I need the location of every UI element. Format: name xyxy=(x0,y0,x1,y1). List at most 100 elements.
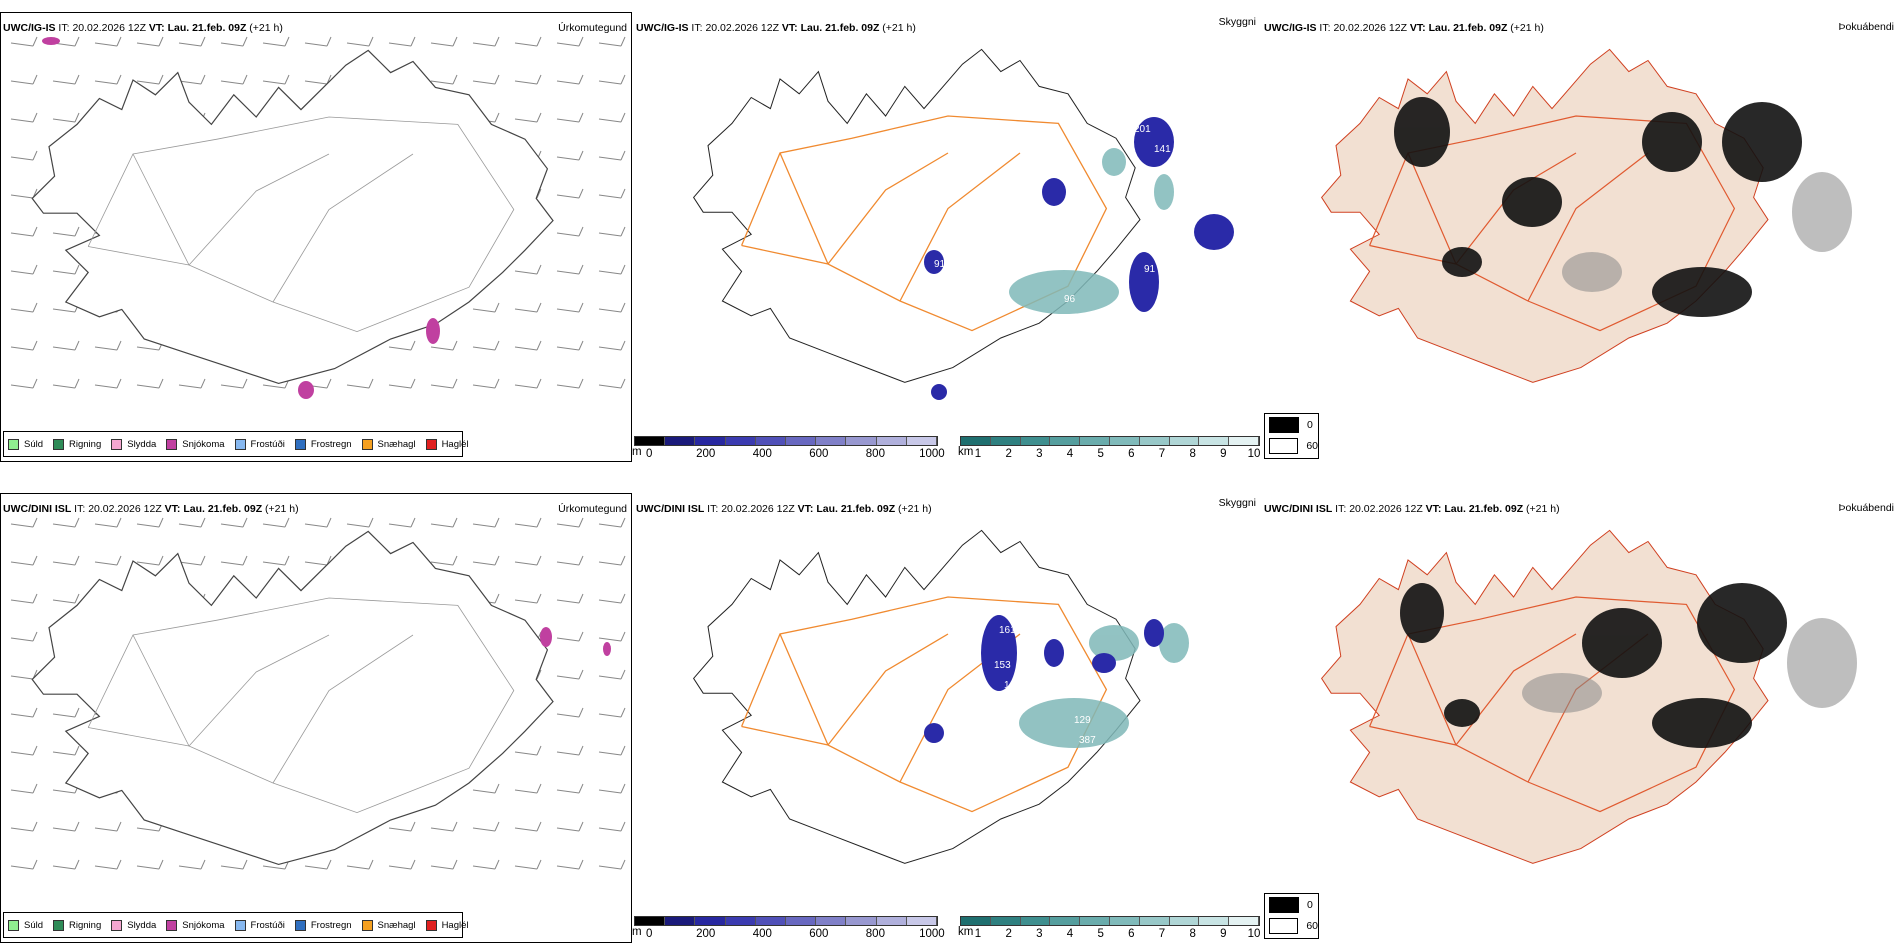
wind-barb xyxy=(472,821,500,832)
colorbar-segment xyxy=(665,917,696,925)
ceiling-value-label: 161 xyxy=(1004,680,1021,691)
it-label: IT: xyxy=(74,503,86,515)
wind-barb xyxy=(472,302,500,313)
legend-label: Snæhagl xyxy=(377,438,416,450)
colorbar-segment xyxy=(990,917,1021,925)
legend-label: Frostúði xyxy=(250,438,285,450)
wind-barb xyxy=(514,555,542,566)
cloud-legend-swatch xyxy=(1269,917,1299,934)
legend-item: Frostregn xyxy=(294,919,352,931)
wind-barb xyxy=(136,517,164,528)
wind-barb xyxy=(514,783,542,794)
wind-barb xyxy=(52,340,80,351)
colorbar-tick: 6 xyxy=(1128,448,1135,460)
wind-barb xyxy=(304,74,332,85)
colorbar-tick: 7 xyxy=(1158,928,1166,940)
wind-barb xyxy=(430,74,458,85)
panel-title: Þokuábendi xyxy=(1838,502,1894,514)
wind-barb xyxy=(514,593,542,604)
legend-item: Slydda xyxy=(111,919,156,931)
colorbar-tick: 4 xyxy=(1066,928,1074,940)
cloud-legend-row: 60 xyxy=(1265,435,1318,456)
panel-header: UWC/DINI ISL IT: 20.02.2026 12Z VT: Lau.… xyxy=(3,503,299,515)
wind-barb xyxy=(262,74,290,85)
wind-barb xyxy=(472,783,500,794)
colorbar-segment xyxy=(1109,917,1140,925)
colorbar-tick: 2 xyxy=(1005,448,1012,460)
colorbar-tick: 8 xyxy=(1189,448,1196,460)
colorbar-segment xyxy=(725,437,756,445)
legend-label: Snjókoma xyxy=(182,438,225,450)
ceiling-colorbar-1: 0 200 400 600 800 1000 m xyxy=(632,436,945,462)
iceland-map-precip-2 xyxy=(10,517,626,870)
colorbar-segment xyxy=(876,917,907,925)
colorbar-segment xyxy=(665,437,696,445)
visibility-panel-1: 201 141 91 96 100 91 UWC/IG-IS IT: 20.02.2026… xyxy=(634,12,1260,462)
wind-barb xyxy=(598,783,626,794)
wind-barb xyxy=(52,859,80,870)
vt-value: Lau. 21.feb. 09Z xyxy=(183,503,263,515)
wind-barb xyxy=(388,378,416,389)
vt-label: VT: xyxy=(148,22,165,34)
wind-barb xyxy=(556,340,584,351)
wind-barb xyxy=(556,378,584,389)
model-name: UWC/IG-IS xyxy=(3,22,56,34)
wind-barb xyxy=(10,593,38,604)
wind-barb xyxy=(346,517,374,528)
cloud-indicator-panel-2: UWC/DINI ISL IT: 20.02.2026 12Z VT: Lau.… xyxy=(1262,493,1900,943)
panel-header: UWC/IG-IS IT: 20.02.2026 12Z VT: Lau. 21… xyxy=(636,22,916,34)
wind-barb xyxy=(136,555,164,566)
wind-barb xyxy=(598,264,626,275)
cloud-legend-1: 0 60 xyxy=(1264,413,1319,459)
wind-barb xyxy=(556,302,584,313)
it-value: 20.02.2026 12Z xyxy=(705,22,779,34)
it-label: IT: xyxy=(691,22,703,34)
lead-time: (+21 h) xyxy=(882,22,916,34)
wind-barb xyxy=(346,36,374,47)
wind-barb xyxy=(598,302,626,313)
colorbar-segment xyxy=(846,917,877,925)
wind-barb xyxy=(598,188,626,199)
colorbar-segment xyxy=(1229,437,1259,445)
wind-barb xyxy=(388,859,416,870)
vt-label: VT: xyxy=(1425,503,1442,515)
ceiling-value-label: 96 xyxy=(1064,294,1076,305)
legend-swatch xyxy=(425,919,437,931)
wind-barb xyxy=(388,36,416,47)
wind-barb xyxy=(10,707,38,718)
colorbar-segment xyxy=(1080,437,1110,445)
colorbar-tick: 200 xyxy=(696,928,716,940)
wind-barb xyxy=(514,112,542,123)
colorbar-tick: 200 xyxy=(696,448,716,460)
ceiling-value-label: 161 xyxy=(999,625,1016,636)
snow-area xyxy=(603,642,611,656)
colorbar-tick: 3 xyxy=(1036,928,1043,940)
colorbar-tick: 2 xyxy=(1005,928,1012,940)
model-name: UWC/IG-IS xyxy=(1264,22,1317,34)
wind-barb xyxy=(52,112,80,123)
vt-label: VT: xyxy=(164,503,181,515)
colorbar-segment xyxy=(1020,917,1051,925)
legend-swatch xyxy=(166,438,178,450)
vt-value: Lau. 21.feb. 09Z xyxy=(1428,22,1508,34)
wind-barb xyxy=(304,859,332,870)
wind-barb xyxy=(430,340,458,351)
wind-barb xyxy=(10,74,38,85)
wind-barb xyxy=(10,264,38,275)
legend-label: Haglél xyxy=(441,438,469,450)
wind-barb xyxy=(430,859,458,870)
wind-barb xyxy=(136,36,164,47)
legend-item: Frostúði xyxy=(234,919,285,931)
legend-item: Haglél xyxy=(425,438,469,450)
lead-time: (+21 h) xyxy=(1526,503,1560,515)
wind-barb xyxy=(136,859,164,870)
legend-swatch xyxy=(361,438,373,450)
wind-barb xyxy=(556,226,584,237)
legend-swatch xyxy=(8,919,19,931)
snow-area xyxy=(42,37,60,45)
legend-label: Frostúði xyxy=(250,919,285,931)
ceiling-value-label: 91 xyxy=(1144,264,1156,275)
cloud-legend-label: 60 xyxy=(1306,919,1318,932)
wind-barb xyxy=(472,859,500,870)
wind-barb xyxy=(598,859,626,870)
